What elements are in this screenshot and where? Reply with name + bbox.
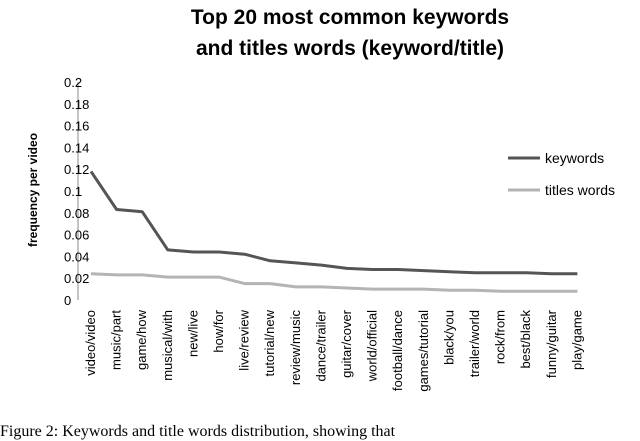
- x-tick-label: video/video: [83, 310, 98, 376]
- y-tick-label: 0.18: [64, 97, 89, 112]
- series-line-titles-words: [90, 272, 578, 293]
- x-tick-label: how/for: [211, 309, 226, 352]
- x-tick-label: guitar/cover: [339, 309, 354, 378]
- x-tick-label: trailer/world: [467, 310, 482, 377]
- chart-title-line-2: and titles words (keyword/title): [196, 37, 504, 60]
- x-tick-label: rock/from: [493, 310, 508, 364]
- legend: keywords titles words: [508, 150, 615, 198]
- y-tick-label: 0: [64, 293, 71, 308]
- y-tick-labels: 0 0.02 0.04 0.06 0.08 0.1 0.12 0.14 0.16 0.18 0.2: [64, 75, 89, 308]
- y-axis-label: frequency per video: [26, 133, 40, 247]
- x-tick-label: review/music: [288, 310, 303, 386]
- x-tick-label: musical/with: [160, 310, 175, 381]
- y-tick-label: 0.08: [64, 206, 89, 221]
- legend-label: keywords: [545, 150, 604, 166]
- figure-caption: Figure 2: Keywords and title words distr…: [0, 423, 396, 440]
- x-tick-label: live/review: [237, 309, 252, 370]
- y-tick-label: 0.16: [64, 119, 89, 134]
- y-tick-label: 0.04: [64, 249, 89, 264]
- x-tick-label: play/game: [569, 310, 584, 370]
- line-chart: Top 20 most common keywords and titles w…: [26, 6, 615, 392]
- legend-label: titles words: [545, 182, 615, 198]
- x-tick-label: tutorial/new: [262, 309, 277, 376]
- x-tick-labels: video/video music/part game/how musical/wit…: [83, 309, 584, 391]
- y-tick-label: 0.14: [64, 140, 89, 155]
- y-tick-label: 0.02: [64, 271, 89, 286]
- x-tick-label: new/live: [185, 310, 200, 357]
- x-tick-label: music/part: [109, 310, 124, 370]
- x-tick-label: games/tutorial: [416, 310, 431, 392]
- series-line-keywords: [89, 170, 578, 276]
- x-tick-label: world/official: [365, 310, 380, 382]
- x-tick-label: dance/trailer: [313, 309, 328, 381]
- y-tick-label: 0.06: [64, 228, 89, 243]
- x-tick-label: game/how: [134, 309, 149, 370]
- x-tick-label: black/you: [441, 310, 456, 365]
- x-tick-label: best/black: [518, 310, 533, 369]
- y-tick-label: 0.1: [64, 184, 82, 199]
- x-tick-label: funny/guitar: [544, 309, 559, 378]
- y-tick-label: 0.2: [64, 75, 82, 90]
- y-tick-label: 0.12: [64, 162, 89, 177]
- x-tick-label: football/dance: [390, 310, 405, 391]
- chart-title-line-1: Top 20 most common keywords: [191, 6, 509, 29]
- series-lines: [89, 170, 578, 293]
